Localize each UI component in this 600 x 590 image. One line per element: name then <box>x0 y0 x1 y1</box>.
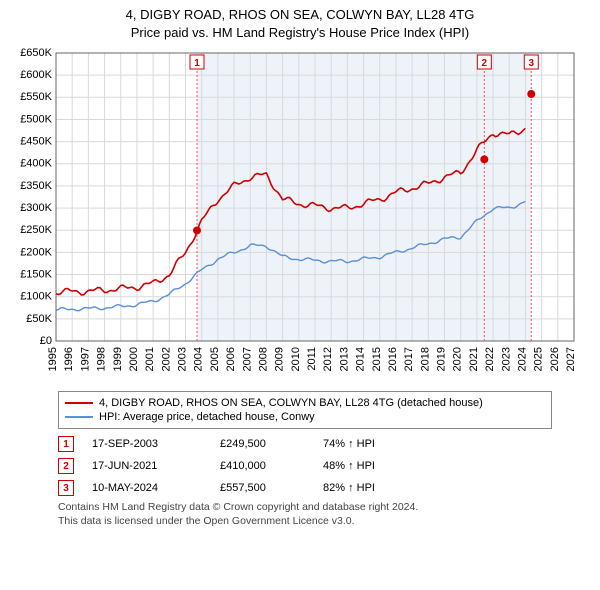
svg-text:£500K: £500K <box>20 113 52 125</box>
footnote: Contains HM Land Registry data © Crown c… <box>58 501 552 528</box>
marker-date: 17-JUN-2021 <box>92 460 202 472</box>
sale-point-3 <box>527 90 535 98</box>
marker-number: 1 <box>58 436 74 452</box>
svg-text:2020: 2020 <box>452 347 464 371</box>
svg-text:2016: 2016 <box>387 347 399 371</box>
svg-text:£100K: £100K <box>20 291 52 303</box>
svg-text:£450K: £450K <box>20 136 52 148</box>
svg-text:2002: 2002 <box>160 347 172 371</box>
svg-text:£150K: £150K <box>20 269 52 281</box>
marker-row-3: 3 10-MAY-2024 £557,500 82% ↑ HPI <box>58 477 552 499</box>
marker-price: £249,500 <box>220 438 305 450</box>
svg-text:2022: 2022 <box>484 347 496 371</box>
legend-label: HPI: Average price, detached house, Conw… <box>99 411 315 423</box>
marker-number: 2 <box>58 458 74 474</box>
legend: 4, DIGBY ROAD, RHOS ON SEA, COLWYN BAY, … <box>58 391 552 429</box>
svg-text:2010: 2010 <box>290 347 302 371</box>
svg-text:2017: 2017 <box>403 347 415 371</box>
svg-text:2012: 2012 <box>322 347 334 371</box>
title-line-1: 4, DIGBY ROAD, RHOS ON SEA, COLWYN BAY, … <box>8 6 592 24</box>
svg-text:2005: 2005 <box>209 347 221 371</box>
chart-title: 4, DIGBY ROAD, RHOS ON SEA, COLWYN BAY, … <box>8 6 592 41</box>
svg-text:2006: 2006 <box>225 347 237 371</box>
marker-number: 3 <box>58 480 74 496</box>
svg-text:2008: 2008 <box>257 347 269 371</box>
legend-swatch <box>65 416 93 418</box>
svg-text:2014: 2014 <box>355 347 367 371</box>
marker-date: 10-MAY-2024 <box>92 482 202 494</box>
svg-text:1999: 1999 <box>112 347 124 371</box>
svg-text:2011: 2011 <box>306 347 318 371</box>
svg-text:2024: 2024 <box>516 347 528 371</box>
svg-text:1997: 1997 <box>79 347 91 371</box>
svg-text:2019: 2019 <box>436 347 448 371</box>
marker-pct: 74% ↑ HPI <box>323 438 433 450</box>
svg-text:£650K: £650K <box>20 47 52 59</box>
svg-text:£50K: £50K <box>26 313 52 325</box>
legend-item-0: 4, DIGBY ROAD, RHOS ON SEA, COLWYN BAY, … <box>65 396 545 410</box>
svg-text:£300K: £300K <box>20 202 52 214</box>
svg-text:2015: 2015 <box>371 347 383 371</box>
legend-swatch <box>65 402 93 404</box>
svg-text:£350K: £350K <box>20 180 52 192</box>
footnote-line-2: This data is licensed under the Open Gov… <box>58 515 552 529</box>
svg-text:2018: 2018 <box>419 347 431 371</box>
sale-point-2 <box>480 155 488 163</box>
legend-item-1: HPI: Average price, detached house, Conw… <box>65 410 545 424</box>
svg-text:2023: 2023 <box>500 347 512 371</box>
svg-text:2009: 2009 <box>274 347 286 371</box>
svg-text:£250K: £250K <box>20 224 52 236</box>
svg-text:2007: 2007 <box>241 347 253 371</box>
svg-text:2025: 2025 <box>533 347 545 371</box>
svg-text:2021: 2021 <box>468 347 480 371</box>
line-chart-svg: £0 £50K £100K £150K £200K £250K £300K £350K £400… <box>8 47 592 387</box>
svg-text:£550K: £550K <box>20 91 52 103</box>
footnote-line-1: Contains HM Land Registry data © Crown c… <box>58 501 552 515</box>
svg-text:2: 2 <box>482 58 488 69</box>
marker-date: 17-SEP-2003 <box>92 438 202 450</box>
svg-text:£400K: £400K <box>20 158 52 170</box>
svg-text:£0: £0 <box>40 335 52 347</box>
chart-container: 4, DIGBY ROAD, RHOS ON SEA, COLWYN BAY, … <box>0 0 600 532</box>
svg-text:1: 1 <box>194 58 200 69</box>
marker-row-2: 2 17-JUN-2021 £410,000 48% ↑ HPI <box>58 455 552 477</box>
svg-text:1998: 1998 <box>96 347 108 371</box>
marker-pct: 82% ↑ HPI <box>323 482 433 494</box>
svg-text:£600K: £600K <box>20 69 52 81</box>
svg-text:3: 3 <box>528 58 534 69</box>
svg-text:2001: 2001 <box>144 347 156 371</box>
svg-text:2000: 2000 <box>128 347 140 371</box>
title-line-2: Price paid vs. HM Land Registry's House … <box>8 24 592 42</box>
legend-label: 4, DIGBY ROAD, RHOS ON SEA, COLWYN BAY, … <box>99 397 483 409</box>
marker-price: £410,000 <box>220 460 305 472</box>
marker-pct: 48% ↑ HPI <box>323 460 433 472</box>
svg-text:2004: 2004 <box>193 347 205 371</box>
marker-price: £557,500 <box>220 482 305 494</box>
svg-text:1995: 1995 <box>47 347 59 371</box>
svg-text:2003: 2003 <box>177 347 189 371</box>
plot-area: £0 £50K £100K £150K £200K £250K £300K £350K £400… <box>8 47 592 387</box>
svg-text:2027: 2027 <box>565 347 577 371</box>
sale-point-1 <box>193 227 201 235</box>
svg-text:2026: 2026 <box>549 347 561 371</box>
svg-text:£200K: £200K <box>20 246 52 258</box>
marker-table: 1 17-SEP-2003 £249,500 74% ↑ HPI 2 17-JUN-202… <box>58 433 552 499</box>
svg-text:2013: 2013 <box>338 347 350 371</box>
svg-text:1996: 1996 <box>63 347 75 371</box>
marker-row-1: 1 17-SEP-2003 £249,500 74% ↑ HPI <box>58 433 552 455</box>
